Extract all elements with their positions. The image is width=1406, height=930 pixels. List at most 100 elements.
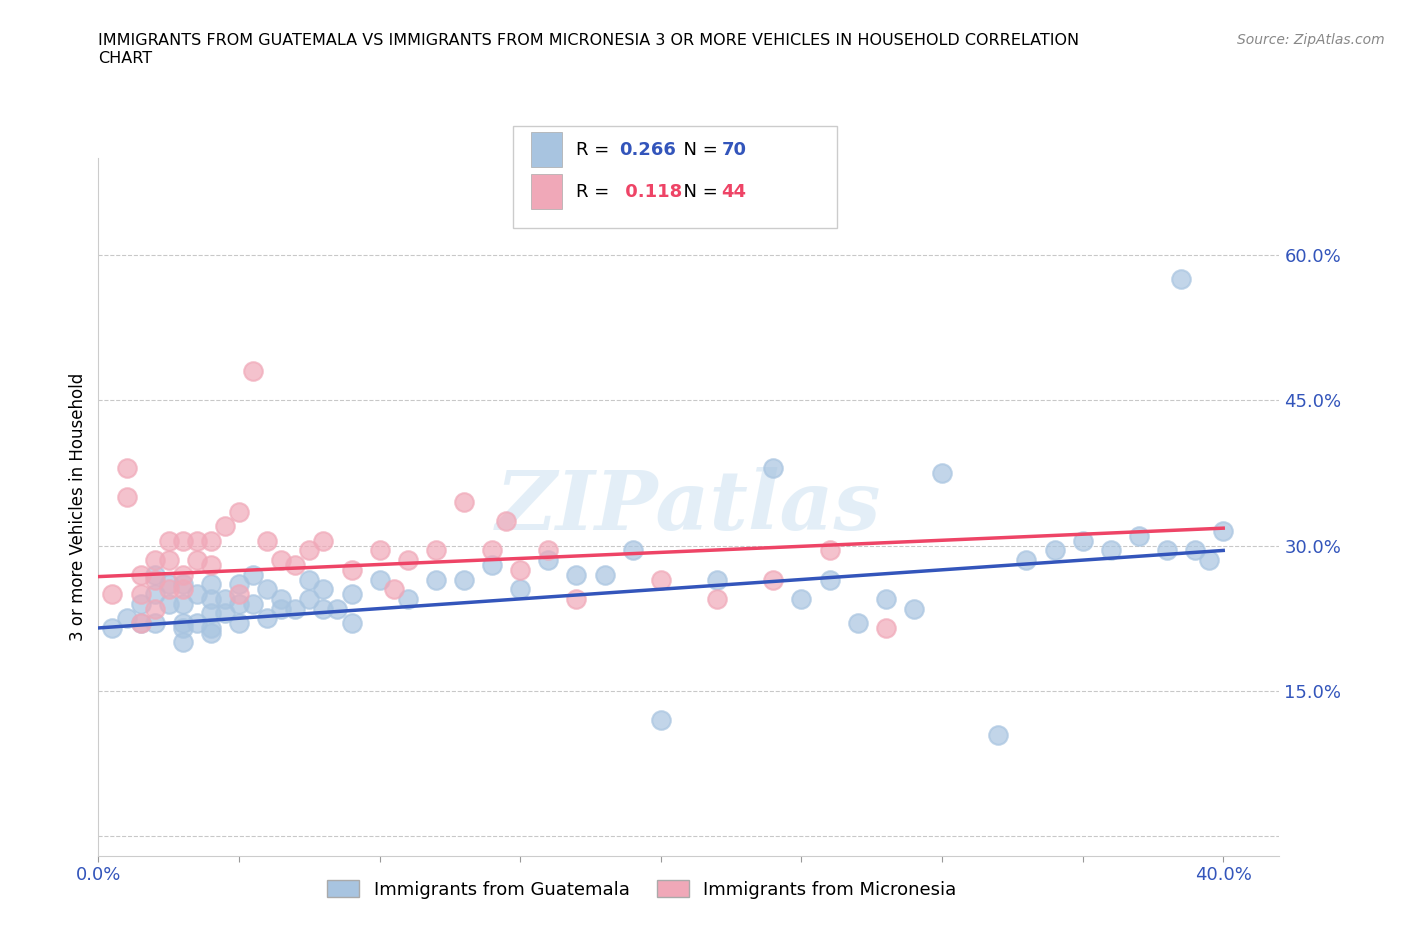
Point (762, 460, 785, 475)
Point (284, 557, 307, 572)
Point (875, 620, 897, 635)
Point (368, 543, 391, 558)
Point (453, 572, 475, 587)
Point (875, 591, 897, 606)
Text: N =: N = (672, 140, 724, 159)
Point (382, 582, 405, 597)
Point (298, 572, 321, 587)
Text: Source: ZipAtlas.com: Source: ZipAtlas.com (1237, 33, 1385, 46)
Point (129, 587, 152, 602)
Point (186, 587, 208, 602)
Point (186, 552, 208, 567)
Point (509, 582, 531, 597)
Point (101, 620, 124, 635)
Text: 0.266: 0.266 (619, 140, 675, 159)
Point (129, 616, 152, 631)
Point (1099, 543, 1122, 558)
Point (1043, 543, 1066, 558)
Point (200, 625, 222, 640)
Point (425, 543, 447, 558)
Point (214, 591, 236, 606)
Text: N =: N = (672, 182, 724, 201)
Text: CHART: CHART (98, 51, 152, 66)
Point (143, 552, 166, 567)
Point (228, 587, 250, 602)
Point (1015, 552, 1038, 567)
Point (242, 596, 264, 611)
Point (129, 616, 152, 631)
Point (368, 572, 391, 587)
Point (143, 616, 166, 631)
Point (157, 533, 180, 548)
Point (537, 543, 560, 558)
Point (186, 533, 208, 548)
Point (1156, 543, 1178, 558)
Point (326, 601, 349, 616)
Point (228, 577, 250, 591)
Legend: Immigrants from Guatemala, Immigrants from Micronesia: Immigrants from Guatemala, Immigrants fr… (319, 873, 965, 906)
Point (1184, 543, 1206, 558)
Point (298, 591, 321, 606)
Point (200, 533, 222, 548)
Point (101, 587, 124, 602)
Point (312, 533, 335, 548)
Point (129, 567, 152, 582)
Point (284, 601, 307, 616)
Point (157, 552, 180, 567)
Point (172, 582, 194, 597)
Point (200, 620, 222, 635)
Text: 0.118: 0.118 (619, 182, 682, 201)
Point (172, 620, 194, 635)
Point (790, 591, 813, 606)
Point (396, 552, 419, 567)
Point (903, 601, 925, 616)
Point (481, 557, 503, 572)
Point (200, 577, 222, 591)
Point (242, 364, 264, 379)
Point (340, 563, 363, 578)
Point (312, 582, 335, 597)
Point (242, 567, 264, 582)
Point (312, 601, 335, 616)
Point (186, 616, 208, 631)
Point (593, 567, 616, 582)
Point (256, 582, 278, 597)
Point (228, 596, 250, 611)
Point (270, 601, 292, 616)
Point (340, 616, 363, 631)
Point (157, 596, 180, 611)
Point (846, 616, 869, 631)
Point (214, 606, 236, 621)
Point (1198, 552, 1220, 567)
Text: 44: 44 (721, 182, 747, 201)
Point (200, 557, 222, 572)
Point (172, 533, 194, 548)
Point (537, 552, 560, 567)
Point (172, 577, 194, 591)
Point (143, 587, 166, 602)
Point (396, 591, 419, 606)
Point (340, 587, 363, 602)
Point (650, 712, 672, 727)
Point (172, 635, 194, 650)
Point (129, 596, 152, 611)
Point (228, 504, 250, 519)
Point (228, 616, 250, 631)
Point (762, 572, 785, 587)
Point (200, 591, 222, 606)
Point (931, 466, 953, 481)
Point (565, 567, 588, 582)
Point (200, 606, 222, 621)
Point (143, 567, 166, 582)
Point (172, 616, 194, 631)
Point (1170, 272, 1192, 286)
Point (481, 543, 503, 558)
Point (509, 563, 531, 578)
Point (1212, 524, 1234, 538)
Point (1128, 528, 1150, 543)
Point (157, 577, 180, 591)
Point (214, 519, 236, 534)
Point (172, 567, 194, 582)
Point (115, 490, 138, 505)
Point (143, 601, 166, 616)
